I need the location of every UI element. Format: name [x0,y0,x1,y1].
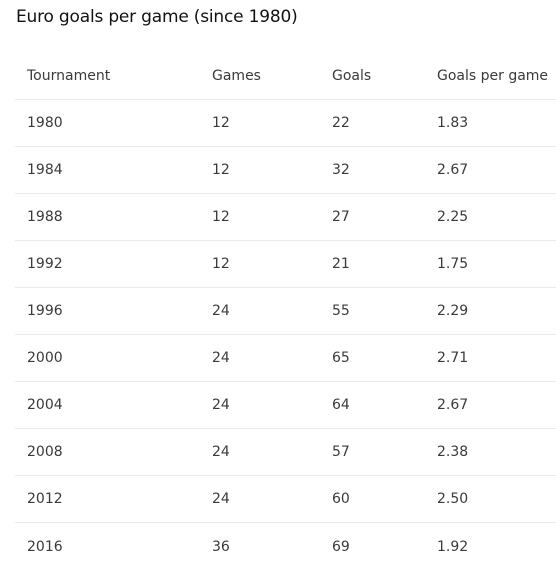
table-row: 2008 24 57 2.38 [15,429,556,476]
table-row: 2000 24 65 2.71 [15,335,556,382]
header-tournament: Tournament [27,67,111,84]
cell-goals: 55 [332,303,350,319]
cell-goals: 65 [332,350,350,366]
cell-goals: 22 [332,115,350,131]
table-row: 2016 36 69 1.92 [15,523,556,570]
table-row: 1984 12 32 2.67 [15,147,556,194]
cell-tournament: 1980 [27,115,63,131]
cell-tournament: 2004 [27,397,63,413]
cell-games: 24 [212,350,230,366]
cell-games: 24 [212,397,230,413]
cell-goals-per-game: 2.38 [437,444,469,460]
cell-games: 24 [212,303,230,319]
cell-goals-per-game: 2.50 [437,491,469,507]
table-row: 1980 12 22 1.83 [15,100,556,147]
cell-goals-per-game: 1.75 [437,256,469,272]
cell-tournament: 1992 [27,256,63,272]
cell-tournament: 2008 [27,444,63,460]
cell-goals: 64 [332,397,350,413]
cell-goals: 57 [332,444,350,460]
cell-goals-per-game: 2.29 [437,303,469,319]
table-row: 1988 12 27 2.25 [15,194,556,241]
table-header-row: Tournament Games Goals Goals per game [15,52,556,100]
table-row: 1992 12 21 1.75 [15,241,556,288]
cell-goals: 32 [332,162,350,178]
cell-tournament: 2000 [27,350,63,366]
cell-games: 12 [212,209,230,225]
page-title: Euro goals per game (since 1980) [16,7,298,27]
cell-games: 12 [212,115,230,131]
cell-tournament: 1996 [27,303,63,319]
table-row: 2004 24 64 2.67 [15,382,556,429]
cell-goals-per-game: 1.83 [437,115,469,131]
goals-table: Tournament Games Goals Goals per game 19… [15,52,556,570]
cell-goals-per-game: 2.67 [437,397,469,413]
table-row: 1996 24 55 2.29 [15,288,556,335]
cell-tournament: 1988 [27,209,63,225]
cell-tournament: 1984 [27,162,63,178]
cell-tournament: 2016 [27,538,63,555]
cell-games: 12 [212,162,230,178]
cell-goals-per-game: 2.25 [437,209,469,225]
table-row: 2012 24 60 2.50 [15,476,556,523]
cell-goals: 69 [332,538,350,555]
cell-goals: 60 [332,491,350,507]
cell-games: 12 [212,256,230,272]
cell-games: 24 [212,491,230,507]
cell-games: 24 [212,444,230,460]
header-goals: Goals [332,67,372,84]
cell-goals-per-game: 2.71 [437,350,469,366]
cell-goals: 21 [332,256,350,272]
cell-goals: 27 [332,209,350,225]
header-goals-per-game: Goals per game [437,67,549,84]
header-games: Games [212,67,261,84]
cell-tournament: 2012 [27,491,63,507]
cell-goals-per-game: 1.92 [437,538,469,555]
cell-goals-per-game: 2.67 [437,162,469,178]
cell-games: 36 [212,538,230,555]
